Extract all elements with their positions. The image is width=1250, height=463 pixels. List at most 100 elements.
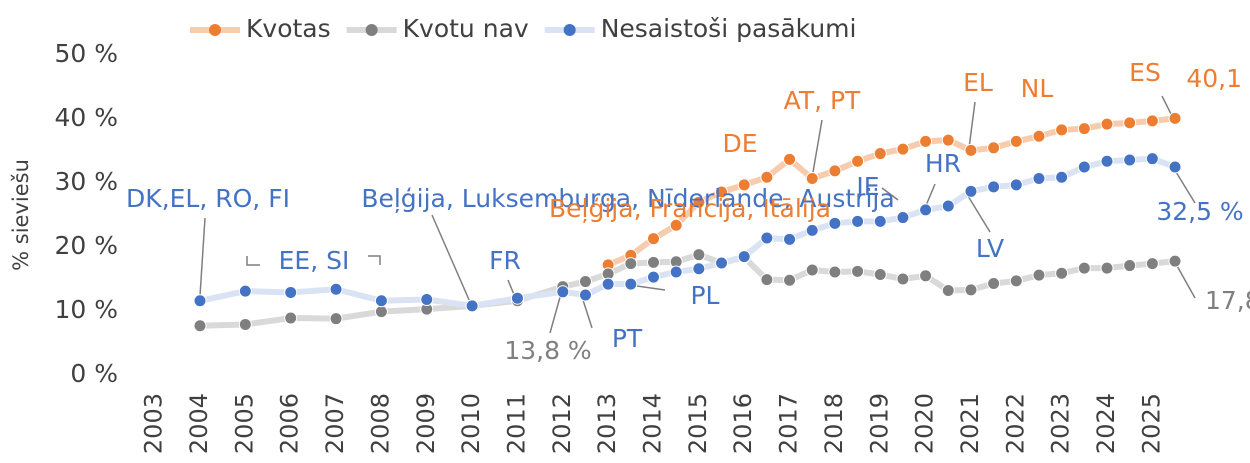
- data-point: [805, 263, 819, 277]
- data-point: [737, 178, 751, 192]
- data-label: 17,8 %: [1205, 286, 1250, 315]
- legend-label: Kvotas: [246, 14, 331, 43]
- data-point: [896, 211, 910, 225]
- x-tick-label: 2014: [639, 393, 667, 454]
- annotation: Beļģija, Francija, Itālija: [549, 194, 831, 223]
- data-point: [873, 214, 887, 228]
- y-tick-label: 50 %: [54, 39, 118, 68]
- legend-label: Nesaistoši pasākumi: [601, 14, 857, 43]
- data-point: [941, 284, 955, 298]
- data-point: [1100, 154, 1114, 168]
- data-point: [1145, 257, 1159, 271]
- data-point: [1055, 266, 1069, 280]
- data-point: [374, 294, 388, 308]
- data-point: [647, 232, 660, 246]
- leader-line: [968, 101, 976, 149]
- data-point: [329, 282, 343, 296]
- annotation: FR: [489, 246, 521, 275]
- x-tick-label: 2011: [502, 393, 530, 454]
- leader-line: [199, 217, 206, 297]
- x-tick-label: 2009: [412, 393, 440, 454]
- x-tick-label: 2006: [276, 393, 304, 454]
- data-point: [578, 275, 592, 289]
- y-tick-label: 40 %: [54, 103, 118, 132]
- annotation: Beļģija, Luksemburga, Nīderlande, Austri…: [361, 184, 894, 213]
- data-point: [669, 265, 683, 279]
- leader-line: [431, 214, 471, 303]
- data-point: [1032, 268, 1046, 282]
- x-tick-label: 2025: [1137, 393, 1165, 454]
- data-label: 13,8 %: [504, 336, 591, 365]
- leader-line: [1175, 263, 1196, 299]
- data-point: [873, 268, 887, 282]
- data-point: [1055, 123, 1069, 137]
- data-point: [647, 270, 660, 284]
- x-tick-label: 2007: [321, 393, 349, 454]
- data-point: [284, 311, 298, 325]
- data-point: [941, 133, 955, 147]
- data-point: [1009, 134, 1023, 148]
- annotation: EE, SI: [279, 246, 350, 275]
- y-tick-label: 0 %: [70, 359, 118, 388]
- data-point: [873, 147, 887, 161]
- data-point: [805, 172, 819, 186]
- data-point: [624, 257, 638, 271]
- x-tick-label: 2020: [911, 393, 939, 454]
- leader-line: [881, 187, 899, 201]
- data-point: [1168, 160, 1182, 174]
- annotation: IE: [856, 172, 879, 201]
- data-point: [760, 231, 774, 245]
- bracket: [368, 255, 381, 265]
- data-point: [896, 272, 910, 286]
- annotation: NL: [1021, 74, 1054, 103]
- annotation: LV: [976, 234, 1004, 263]
- annotation: DK,EL, RO, FI: [126, 184, 290, 213]
- data-point: [329, 312, 343, 326]
- data-point: [828, 216, 842, 230]
- x-tick-label: 2023: [1047, 393, 1075, 454]
- data-point: [1123, 153, 1137, 167]
- data-point: [624, 277, 638, 291]
- x-tick-label: 2005: [230, 393, 258, 454]
- x-tick-label: 2018: [820, 393, 848, 454]
- leader-line: [967, 195, 991, 233]
- leader-line: [582, 299, 593, 329]
- data-point: [737, 250, 751, 264]
- data-point: [692, 248, 706, 262]
- data-point: [1009, 274, 1023, 288]
- data-point: [964, 283, 978, 297]
- data-point: [1100, 117, 1114, 131]
- data-point: [783, 273, 797, 287]
- data-point: [896, 142, 910, 156]
- data-point: [193, 294, 207, 308]
- legend-label: Kvotu nav: [403, 14, 529, 43]
- annotation: HR: [925, 149, 961, 178]
- data-point: [420, 292, 434, 306]
- data-point: [964, 184, 978, 198]
- data-point: [760, 170, 774, 184]
- y-axis-label: % sieviešu: [9, 159, 33, 271]
- data-point: [987, 141, 1001, 155]
- data-point: [715, 185, 729, 199]
- data-point: [1168, 111, 1182, 125]
- data-point: [193, 319, 207, 333]
- leader-line: [1161, 95, 1173, 117]
- annotation: DE: [722, 129, 757, 158]
- data-point: [510, 291, 524, 305]
- data-point: [578, 288, 592, 302]
- annotation: EL: [963, 68, 993, 97]
- data-point: [919, 203, 933, 217]
- data-point: [556, 285, 570, 299]
- x-tick-label: 2004: [185, 393, 213, 454]
- y-tick-label: 20 %: [54, 231, 118, 260]
- x-tick-label: 2021: [956, 393, 984, 454]
- legend-marker: [563, 24, 576, 36]
- y-tick-label: 10 %: [54, 295, 118, 324]
- data-point: [647, 255, 660, 269]
- series-line: [199, 155, 1177, 309]
- x-tick-label: 2013: [593, 393, 621, 454]
- data-point: [851, 154, 865, 168]
- data-point: [987, 276, 1001, 290]
- leader-line: [811, 119, 823, 179]
